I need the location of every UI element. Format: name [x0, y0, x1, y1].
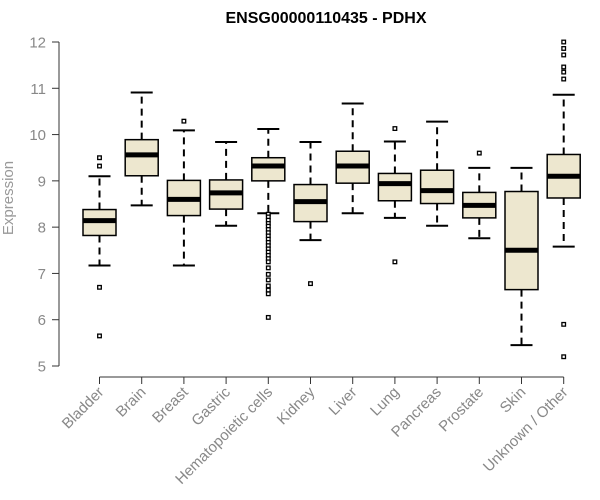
y-tick-label: 7: [38, 266, 46, 283]
box-bladder: [82, 155, 117, 339]
x-tick-label: Brain: [113, 384, 150, 421]
y-tick-label: 12: [29, 35, 46, 52]
outlier-point: [476, 150, 482, 156]
outlier-point: [97, 284, 102, 290]
x-tick-label: Bladder: [59, 384, 108, 433]
y-axis: 5 6 7 8 9 10 11 12: [29, 35, 60, 376]
outlier-point: [97, 155, 102, 161]
x-tick-label: Liver: [326, 384, 361, 419]
outlier-point: [265, 277, 271, 283]
y-tick-label: 9: [38, 173, 46, 190]
outlier-point: [561, 354, 567, 360]
outlier-point: [97, 163, 102, 169]
outlier-point: [265, 265, 271, 271]
outlier-point: [561, 321, 567, 327]
outlier-point: [561, 76, 567, 82]
outlier-point: [308, 281, 313, 287]
outlier-point: [392, 259, 398, 265]
box-skin: [504, 166, 539, 347]
x-tick-label: Prostate: [436, 384, 488, 436]
chart-title: ENSG00000110435 - PDHX: [225, 10, 426, 27]
box-lung: [377, 126, 413, 265]
outlier-point: [392, 126, 398, 132]
box-brain: [124, 91, 159, 207]
box-hematopoietic-cells: [251, 128, 286, 320]
outlier-point: [561, 46, 567, 51]
y-tick-label: 11: [30, 81, 46, 98]
outlier-point: [181, 118, 187, 124]
outlier-point: [561, 69, 567, 75]
y-tick-label: 5: [38, 359, 46, 376]
box-liver: [335, 102, 370, 215]
outlier-point: [265, 314, 271, 320]
x-tick-label: Breast: [149, 383, 192, 426]
iqr-box: [251, 156, 286, 182]
iqr-box: [377, 172, 413, 202]
x-tick-label: Kidney: [274, 383, 319, 428]
y-tick-label: 8: [38, 220, 46, 237]
outlier-point: [265, 259, 271, 265]
box-pancreas: [419, 120, 455, 227]
outlier-point: [561, 64, 567, 70]
box-kidney: [293, 140, 328, 287]
iqr-box: [419, 169, 455, 205]
iqr-box: [504, 190, 539, 291]
box-breast: [166, 118, 202, 267]
y-axis-label: Expression: [0, 161, 17, 235]
y-tick-label: 10: [29, 127, 46, 144]
iqr-box: [124, 138, 159, 177]
y-tick-label: 6: [38, 312, 46, 329]
box-gastric: [208, 140, 244, 227]
outlier-point: [265, 291, 271, 297]
box-unknown-other: [546, 39, 581, 360]
x-tick-label: Lung: [367, 384, 403, 420]
outlier-point: [561, 39, 567, 45]
boxes-group: [82, 39, 581, 360]
outlier-point: [265, 283, 271, 289]
outlier-point: [265, 271, 271, 277]
box-prostate: [462, 150, 497, 240]
outlier-point: [561, 52, 567, 58]
outlier-point: [97, 333, 102, 339]
x-tick-label: Skin: [497, 384, 530, 417]
